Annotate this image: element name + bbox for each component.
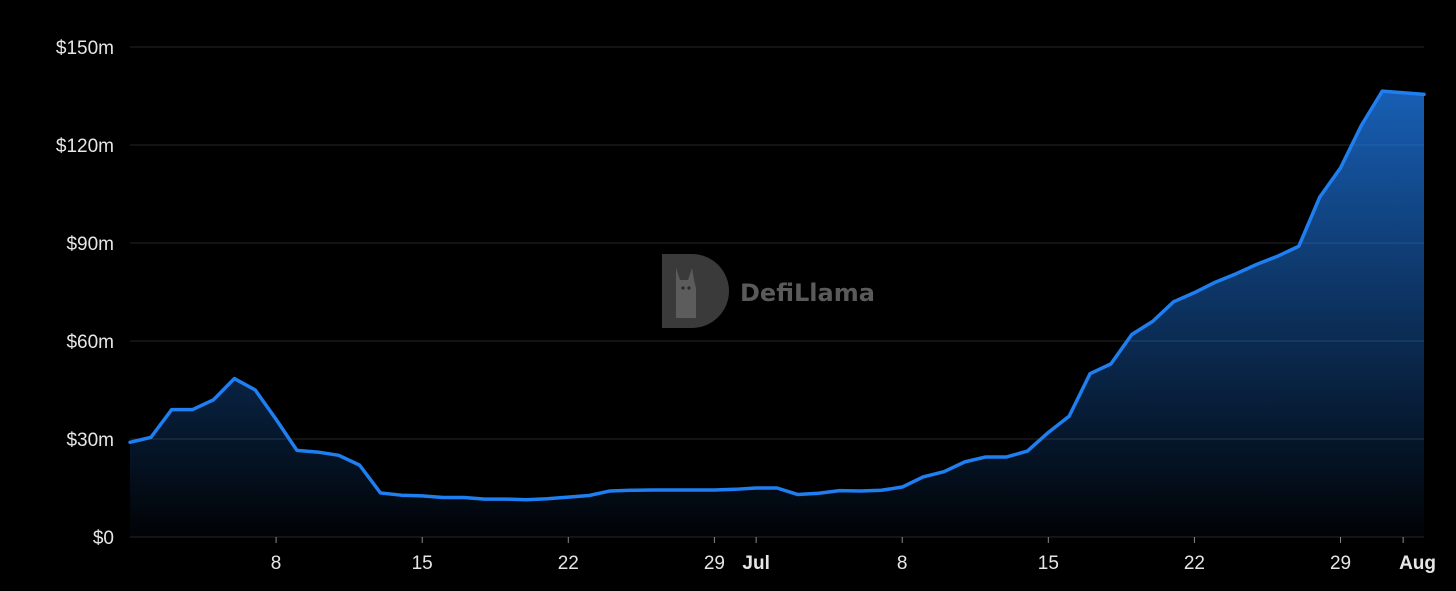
x-tick-label: 15: [1038, 553, 1059, 574]
data-point: [1422, 92, 1426, 96]
data-point: [1213, 280, 1217, 284]
data-point: [650, 488, 654, 492]
data-point: [608, 489, 612, 493]
data-point: [170, 408, 174, 412]
data-point: [921, 475, 925, 479]
data-point: [232, 377, 236, 381]
data-point: [274, 417, 278, 421]
y-tick-label: $90m: [66, 234, 114, 255]
data-point: [149, 435, 153, 439]
x-tick-label: Jul: [742, 553, 769, 574]
x-tick-label: 29: [704, 553, 725, 574]
data-point: [441, 495, 445, 499]
data-point: [1401, 91, 1405, 95]
data-point: [733, 487, 737, 491]
y-axis: $0 $30m $60m $90m $120m $150m: [56, 38, 114, 549]
data-point: [1234, 272, 1238, 276]
data-point: [399, 493, 403, 497]
data-point: [295, 448, 299, 452]
data-point: [1339, 166, 1343, 170]
data-point: [1172, 300, 1176, 304]
data-point: [337, 453, 341, 457]
data-point: [1025, 449, 1029, 453]
data-point: [879, 488, 883, 492]
data-point: [1130, 332, 1134, 336]
watermark-text: DefiLlama: [740, 279, 875, 307]
x-tick-label: Aug: [1399, 553, 1436, 574]
data-point: [483, 497, 487, 501]
data-point: [712, 488, 716, 492]
series-points: [128, 89, 1426, 502]
data-point: [692, 488, 696, 492]
data-point: [1318, 195, 1322, 199]
x-tick-label: 22: [1184, 553, 1205, 574]
data-point: [1046, 430, 1050, 434]
data-point: [566, 495, 570, 499]
y-tick-label: $30m: [66, 430, 114, 451]
data-point: [671, 488, 675, 492]
data-point: [1109, 362, 1113, 366]
x-axis: 8 15 22 29 Jul 8 15 22 29 Aug: [271, 537, 1436, 574]
data-point: [1297, 244, 1301, 248]
data-point: [1255, 262, 1259, 266]
x-tick-label: 15: [412, 553, 433, 574]
x-tick-label: 8: [897, 553, 908, 574]
data-point: [942, 470, 946, 474]
data-point: [1005, 455, 1009, 459]
data-point: [504, 497, 508, 501]
data-point: [1192, 291, 1196, 295]
data-point: [1088, 372, 1092, 376]
data-point: [462, 495, 466, 499]
y-tick-label: $60m: [66, 332, 114, 353]
series-area: [130, 91, 1424, 537]
data-point: [378, 491, 382, 495]
y-tick-label: $120m: [56, 136, 114, 157]
data-point: [1151, 319, 1155, 323]
data-point: [211, 398, 215, 402]
data-point: [984, 455, 988, 459]
data-point: [838, 489, 842, 493]
data-point: [128, 440, 132, 444]
data-point: [253, 388, 257, 392]
x-tick-label: 29: [1330, 553, 1351, 574]
data-point: [420, 494, 424, 498]
x-tick-label: 8: [271, 553, 282, 574]
defillama-logo-icon: [662, 254, 729, 328]
data-point: [191, 408, 195, 412]
data-point: [1276, 254, 1280, 258]
data-point: [754, 486, 758, 490]
data-point: [900, 485, 904, 489]
data-point: [1359, 123, 1363, 127]
data-point: [775, 486, 779, 490]
data-point: [629, 488, 633, 492]
data-point: [858, 489, 862, 493]
y-tick-label: $150m: [56, 38, 114, 59]
data-point: [963, 460, 967, 464]
data-point: [796, 493, 800, 497]
data-point: [358, 463, 362, 467]
data-point: [525, 498, 529, 502]
data-point: [316, 450, 320, 454]
x-tick-label: 22: [558, 553, 579, 574]
defillama-watermark: DefiLlama: [662, 254, 875, 328]
data-point: [1067, 414, 1071, 418]
data-point: [817, 491, 821, 495]
y-tick-label: $0: [93, 528, 114, 549]
data-point: [1380, 89, 1384, 93]
data-point: [587, 494, 591, 498]
data-point: [545, 497, 549, 501]
